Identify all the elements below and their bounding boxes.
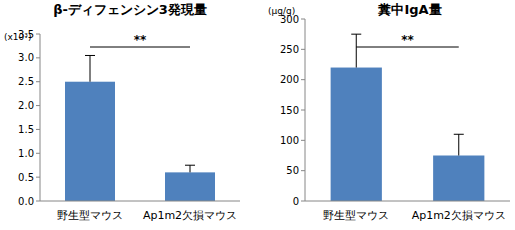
tick-label: 250: [280, 44, 299, 55]
figure: β-ディフェンシン3発現量(x10³)0.00.51.01.52.02.53.0…: [0, 0, 515, 230]
tick-label: 100: [280, 135, 299, 146]
bar: [165, 172, 215, 201]
error-cap: [351, 34, 361, 35]
chart: 糞中IgA量(μg/g)050100150200250300野生型マウスAp1m…: [268, 2, 510, 222]
tick-label: 2.0: [18, 100, 34, 111]
tick-label: 300: [280, 14, 299, 25]
tick: [36, 34, 40, 35]
tick-label: 150: [280, 105, 299, 116]
tick: [36, 201, 40, 202]
tick: [36, 81, 40, 82]
y-axis: [40, 34, 41, 201]
tick: [36, 105, 40, 106]
category-label: 野生型マウス: [57, 209, 123, 222]
tick: [36, 177, 40, 178]
category-label: 野生型マウス: [323, 209, 389, 222]
tick-label: 0.5: [18, 172, 34, 183]
tick: [301, 19, 305, 20]
tick: [301, 79, 305, 80]
category-label: Ap1m2欠損マウス: [412, 209, 506, 222]
category-label: Ap1m2欠損マウス: [143, 209, 237, 222]
tick-label: 2.5: [18, 76, 34, 87]
error-line: [356, 34, 357, 67]
tick-label: 200: [280, 74, 299, 85]
x-axis: [305, 201, 510, 202]
bar: [65, 82, 115, 201]
error-cap: [185, 165, 195, 166]
x-axis: [40, 201, 240, 202]
error-line: [90, 55, 91, 81]
chart: β-ディフェンシン3発現量(x10³)0.00.51.01.52.02.53.0…: [4, 2, 240, 222]
bar: [331, 68, 382, 201]
error-cap: [454, 134, 464, 135]
significance-label: **: [401, 33, 414, 47]
tick: [301, 170, 305, 171]
tick: [36, 129, 40, 130]
marks: [331, 34, 485, 201]
title: β-ディフェンシン3発現量: [53, 2, 207, 17]
tick: [36, 153, 40, 154]
tick-label: 1.5: [18, 124, 34, 135]
tick-label: 0: [293, 196, 299, 207]
title: 糞中IgA量: [377, 2, 441, 17]
error-bar: [85, 55, 95, 81]
marks: [65, 55, 215, 201]
bar: [433, 156, 484, 202]
tick-label: 3.5: [18, 29, 34, 40]
tick-label: 3.0: [18, 52, 34, 63]
tick: [301, 49, 305, 50]
tick: [301, 110, 305, 111]
error-cap: [85, 55, 95, 56]
tick: [301, 201, 305, 202]
tick-label: 1.0: [18, 148, 34, 159]
error-line: [190, 165, 191, 172]
significance-label: **: [134, 33, 147, 47]
tick-label: 0.0: [18, 196, 34, 207]
tick: [36, 57, 40, 58]
tick: [301, 140, 305, 141]
error-bar: [185, 165, 195, 172]
y-axis: [305, 19, 306, 201]
tick-label: 50: [286, 165, 299, 176]
error-bar: [454, 134, 464, 155]
error-line: [458, 134, 459, 155]
error-bar: [351, 34, 361, 67]
